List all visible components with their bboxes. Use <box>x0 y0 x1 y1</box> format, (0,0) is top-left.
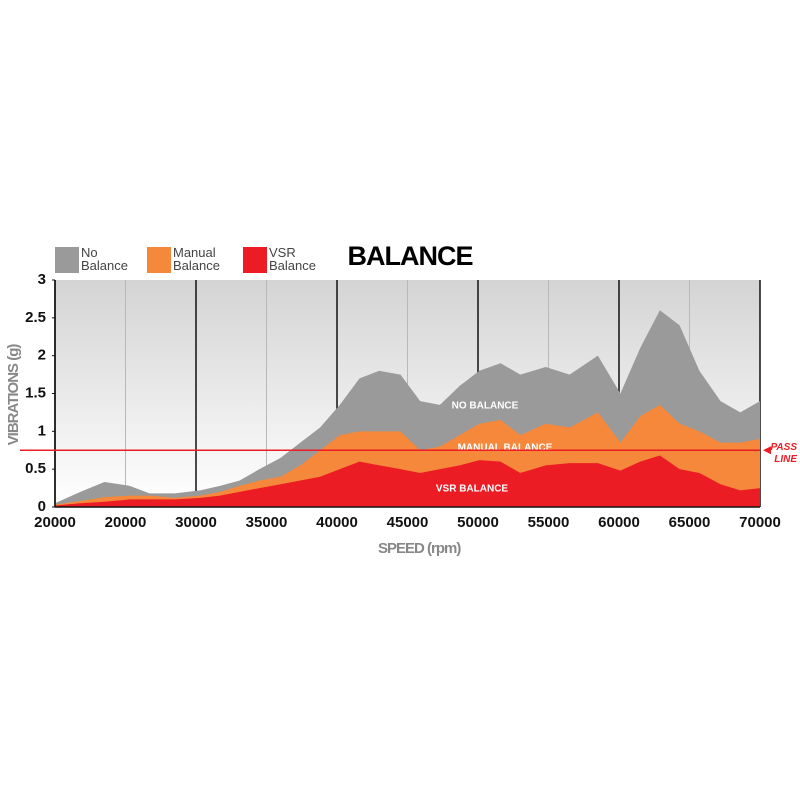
pass-line-label: LINE <box>774 454 797 465</box>
legend-line: VSR <box>269 245 296 260</box>
x-axis-label: SPEED (rpm) <box>378 540 461 557</box>
legend-swatch <box>243 247 267 273</box>
legend-line: Balance <box>269 258 316 273</box>
legend-swatch <box>147 247 171 273</box>
area <box>55 455 760 507</box>
x-tick-label: 20000 <box>105 514 147 531</box>
legend-line: Balance <box>173 258 220 273</box>
y-tick-label: 1 <box>38 422 46 439</box>
x-tick-label: 20000 <box>34 514 76 531</box>
y-tick-label: 2.5 <box>25 309 46 326</box>
x-tick-label: 30000 <box>175 514 217 531</box>
x-tick-label: 40000 <box>316 514 358 531</box>
legend-line: Balance <box>81 258 128 273</box>
legend-line: No <box>81 245 98 260</box>
y-tick-label: 3 <box>38 271 46 288</box>
area-label: VSR BALANCE <box>436 484 509 495</box>
legend-line: Manual <box>173 245 216 260</box>
y-tick-label: 0.5 <box>25 460 46 477</box>
legend-label: Manual Balance <box>173 245 220 273</box>
x-tick-label: 35000 <box>246 514 288 531</box>
x-tick-label: 65000 <box>669 514 711 531</box>
pass-arrow <box>763 446 771 455</box>
chart-title: BALANCE <box>348 241 473 271</box>
x-tick-label: 55000 <box>528 514 570 531</box>
x-tick-label: 60000 <box>598 514 640 531</box>
area-label: MANUAL BALANCE <box>458 443 553 454</box>
pass-line-label: PASS <box>771 442 798 453</box>
y-tick-label: 0 <box>38 498 46 515</box>
legend-swatch <box>55 247 79 273</box>
area-label: NO BALANCE <box>452 401 519 412</box>
y-axis-label: VIBRATIONS (g) <box>5 344 22 446</box>
x-tick-label: 50000 <box>457 514 499 531</box>
y-tick-label: 1.5 <box>25 384 46 401</box>
x-tick-label: 45000 <box>387 514 429 531</box>
legend-label: VSR Balance <box>269 245 316 273</box>
y-tick-label: 2 <box>38 347 46 364</box>
x-tick-label: 70000 <box>739 514 781 531</box>
legend-label: No Balance <box>81 245 128 273</box>
